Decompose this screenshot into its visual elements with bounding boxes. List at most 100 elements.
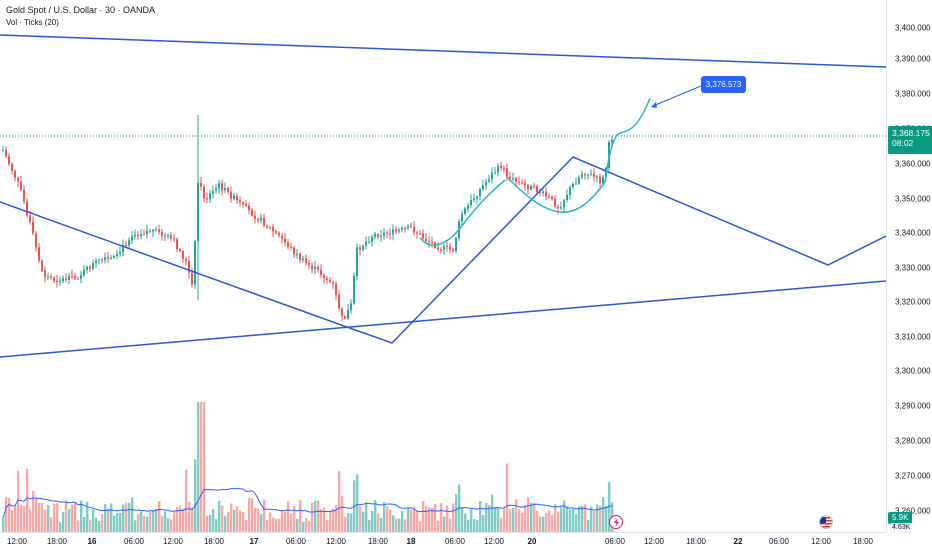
volume-bar: [482, 515, 485, 532]
volume-bar: [71, 504, 74, 532]
volume-bar: [236, 506, 239, 532]
chart-title: Gold Spot / U.S. Dollar · 30 · OANDA: [6, 5, 156, 15]
volume-bar: [224, 515, 227, 532]
volume-bar: [581, 506, 584, 532]
volume-bar: [239, 510, 242, 532]
volume-bar: [134, 520, 137, 532]
volume-bar: [335, 505, 338, 532]
candle-body: [602, 176, 604, 184]
candle-body: [389, 233, 391, 235]
chart-area[interactable]: Gold Spot / U.S. Dollar · 30 · OANDA Vol…: [0, 0, 886, 532]
candle-body: [80, 275, 82, 279]
volume-bar: [137, 513, 140, 532]
chart-canvas[interactable]: [0, 0, 886, 532]
volume-bar: [407, 508, 410, 532]
volume-bar: [263, 499, 266, 532]
price-axis-label: 3,310.000: [895, 332, 931, 342]
candle-body: [56, 280, 58, 283]
volume-bar: [566, 506, 569, 532]
volume-bar: [590, 506, 593, 532]
descending-trendline[interactable]: [0, 201, 345, 327]
candlesticks: [2, 115, 613, 321]
candle-body: [263, 217, 265, 226]
candle-body: [557, 206, 559, 209]
candle-body: [107, 257, 109, 259]
candle-body: [410, 226, 412, 228]
volume-bar: [497, 508, 500, 532]
candle-body: [530, 186, 532, 190]
candle-body: [131, 236, 133, 241]
volume-bar: [284, 511, 287, 532]
candle-body: [236, 195, 238, 201]
lightning-icon[interactable]: [609, 515, 623, 529]
volume-bar: [218, 500, 221, 532]
volume-bar: [119, 512, 122, 532]
volume-bar: [455, 494, 458, 532]
candle-body: [359, 247, 361, 250]
volume-bar: [149, 511, 152, 532]
volume-bar: [425, 506, 428, 532]
lower-trendline[interactable]: [0, 280, 886, 358]
candle-body: [41, 260, 43, 271]
candle-body: [113, 255, 115, 258]
time-axis-label: 18:00: [203, 537, 225, 546]
candle-body: [26, 201, 28, 216]
volume-bar: [512, 507, 515, 532]
candle-body: [575, 183, 577, 185]
volume-bar: [500, 517, 503, 532]
volume-bar: [89, 520, 92, 532]
price-annotation-label[interactable]: 3,376.573: [701, 76, 746, 93]
candle-body: [596, 176, 598, 178]
time-axis[interactable]: 12:00 18:00 16 06:00 12:00 18:00 17 06:00 12:00 1…: [0, 532, 886, 551]
candle-body: [65, 278, 67, 281]
candle-body: [179, 249, 181, 252]
candle-body: [536, 186, 538, 193]
candle-body: [398, 229, 400, 232]
candle-body: [71, 275, 73, 277]
candle-body: [545, 191, 547, 197]
candle-body: [59, 281, 61, 283]
volume-bar: [257, 508, 260, 532]
price-axis-label: 3,330.000: [895, 263, 931, 273]
candle-body: [224, 187, 226, 191]
candle-body: [101, 259, 103, 261]
volume-bar: [545, 513, 548, 532]
volume-bar: [314, 500, 317, 532]
volume-bar: [20, 504, 23, 532]
zigzag-projection[interactable]: [343, 156, 886, 344]
volume-bars: [2, 402, 614, 532]
upper-trendline[interactable]: [0, 34, 886, 68]
price-axis[interactable]: 3,400.0003,390.0003,380.0003,370.0003,36…: [886, 0, 932, 532]
volume-bar: [2, 518, 5, 532]
volume-bar: [215, 519, 218, 532]
us-flag-icon[interactable]: [819, 515, 833, 529]
candle-body: [311, 265, 313, 270]
candle-body: [491, 172, 493, 180]
candle-body: [425, 238, 427, 242]
candle-body: [554, 198, 556, 207]
candle-body: [467, 205, 469, 209]
volume-bar: [188, 501, 191, 532]
candle-body: [122, 244, 124, 253]
volume-bar: [143, 515, 146, 532]
volume-bar: [536, 510, 539, 532]
candle-body: [260, 217, 262, 221]
volume-indicator-legend[interactable]: Vol · Ticks (20): [6, 18, 59, 27]
candle-body: [239, 200, 241, 203]
volume-bar: [461, 507, 464, 532]
candle-body: [50, 276, 52, 278]
volume-bar: [410, 509, 413, 532]
candle-body: [344, 316, 346, 319]
candle-body: [365, 241, 367, 246]
volume-bar: [419, 521, 422, 532]
volume-bar: [494, 507, 497, 532]
candle-body: [515, 178, 517, 182]
volume-bar: [32, 490, 35, 532]
volume-bar: [212, 508, 215, 532]
volume-bar: [98, 520, 101, 532]
candle-body: [275, 231, 277, 233]
candle-body: [287, 242, 289, 247]
volume-bar: [209, 514, 212, 532]
candle-body: [143, 234, 145, 236]
candle-body: [293, 247, 295, 255]
